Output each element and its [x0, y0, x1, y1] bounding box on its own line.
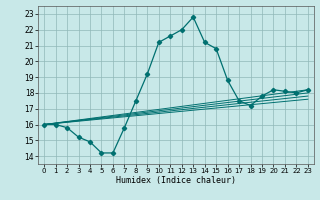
X-axis label: Humidex (Indice chaleur): Humidex (Indice chaleur)	[116, 176, 236, 185]
